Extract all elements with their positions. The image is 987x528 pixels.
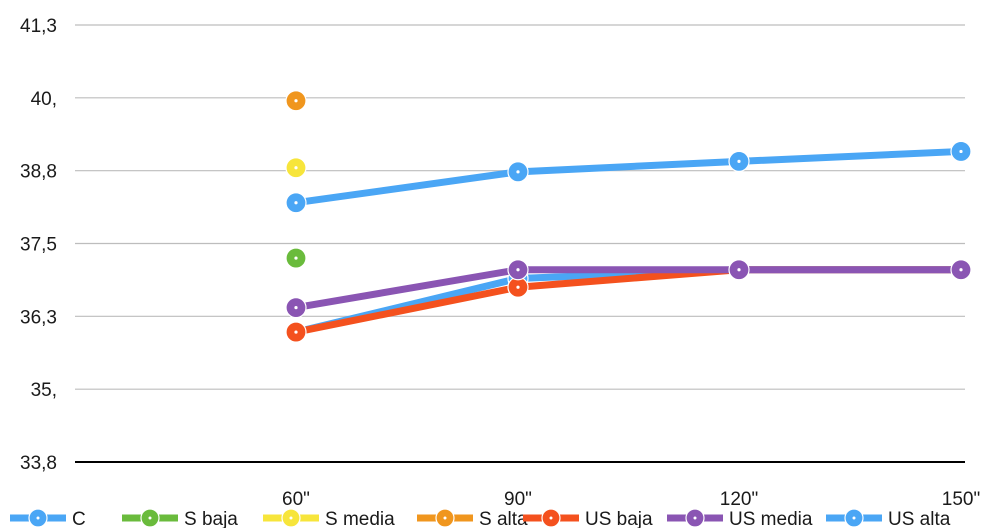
legend-label: S media bbox=[325, 509, 395, 528]
y-tick-label: 38,8 bbox=[20, 162, 57, 183]
series-6 bbox=[285, 140, 972, 214]
series-1 bbox=[285, 247, 307, 269]
legend-marker-center bbox=[549, 516, 553, 520]
series-3 bbox=[285, 90, 307, 112]
x-tick-label: 60" bbox=[282, 489, 310, 510]
data-point-center bbox=[294, 256, 298, 260]
series-lines bbox=[285, 90, 972, 343]
data-point-center bbox=[737, 268, 741, 272]
data-point-center bbox=[959, 149, 963, 154]
legend-label: S alta bbox=[479, 509, 528, 528]
data-point-center bbox=[516, 285, 520, 289]
data-point-center bbox=[294, 305, 298, 310]
data-point-center bbox=[294, 201, 298, 205]
y-axis-tick-labels: 33,8 35, 36,3 37,5 38,8 40, 41,3 bbox=[20, 16, 57, 474]
data-point-center bbox=[959, 268, 963, 272]
y-tick-label: 36,3 bbox=[20, 307, 57, 328]
data-point-center bbox=[516, 170, 520, 174]
series-line bbox=[292, 266, 965, 336]
x-tick-label: 90" bbox=[504, 489, 532, 510]
series-line bbox=[292, 147, 965, 207]
data-point-center bbox=[294, 330, 298, 334]
legend-item[interactable]: S baja bbox=[122, 508, 238, 528]
series-line bbox=[292, 266, 965, 312]
x-tick-label: 120" bbox=[720, 489, 758, 510]
y-tick-label: 33,8 bbox=[20, 453, 57, 474]
legend-marker-center bbox=[693, 516, 697, 520]
legend-label: C bbox=[72, 509, 86, 528]
series-2 bbox=[285, 157, 307, 179]
legend-marker-center bbox=[148, 516, 152, 520]
data-point-center bbox=[294, 99, 298, 103]
legend-label: US alta bbox=[888, 509, 951, 528]
data-point-center bbox=[737, 159, 741, 163]
legend-label: S baja bbox=[184, 509, 238, 528]
legend-marker-center bbox=[852, 516, 856, 520]
gridlines bbox=[75, 24, 965, 463]
legend[interactable]: C S baja S media S alta US baja US media US al… bbox=[10, 508, 951, 528]
legend-item[interactable]: US media bbox=[667, 508, 813, 528]
x-tick-label: 150" bbox=[942, 489, 980, 510]
data-point-center bbox=[294, 166, 298, 170]
legend-item[interactable]: C bbox=[10, 508, 86, 528]
legend-item[interactable]: US alta bbox=[826, 508, 951, 528]
y-tick-label: 35, bbox=[31, 380, 57, 401]
legend-label: US media bbox=[729, 509, 813, 528]
legend-item[interactable]: US baja bbox=[523, 508, 653, 528]
series-5 bbox=[285, 259, 972, 319]
legend-marker-center bbox=[36, 516, 40, 520]
y-tick-label: 40, bbox=[31, 89, 57, 110]
legend-label: US baja bbox=[585, 509, 653, 528]
data-point-center bbox=[516, 268, 520, 272]
y-tick-label: 41,3 bbox=[20, 16, 57, 37]
legend-item[interactable]: S alta bbox=[417, 508, 528, 528]
legend-marker-center bbox=[443, 516, 447, 520]
y-tick-label: 37,5 bbox=[20, 235, 57, 256]
x-axis-tick-labels: 60" 90" 120" 150" bbox=[282, 489, 980, 510]
legend-marker-center bbox=[289, 516, 293, 520]
legend-item[interactable]: S media bbox=[263, 508, 395, 528]
